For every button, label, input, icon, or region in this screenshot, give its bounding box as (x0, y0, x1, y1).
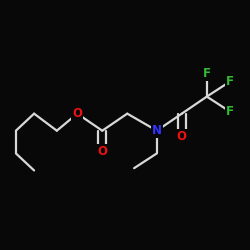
Text: O: O (97, 145, 107, 158)
Text: O: O (72, 107, 82, 120)
Text: F: F (226, 75, 234, 88)
Text: F: F (226, 105, 234, 118)
Text: F: F (203, 67, 211, 80)
Text: N: N (152, 124, 162, 137)
Text: O: O (177, 130, 187, 143)
